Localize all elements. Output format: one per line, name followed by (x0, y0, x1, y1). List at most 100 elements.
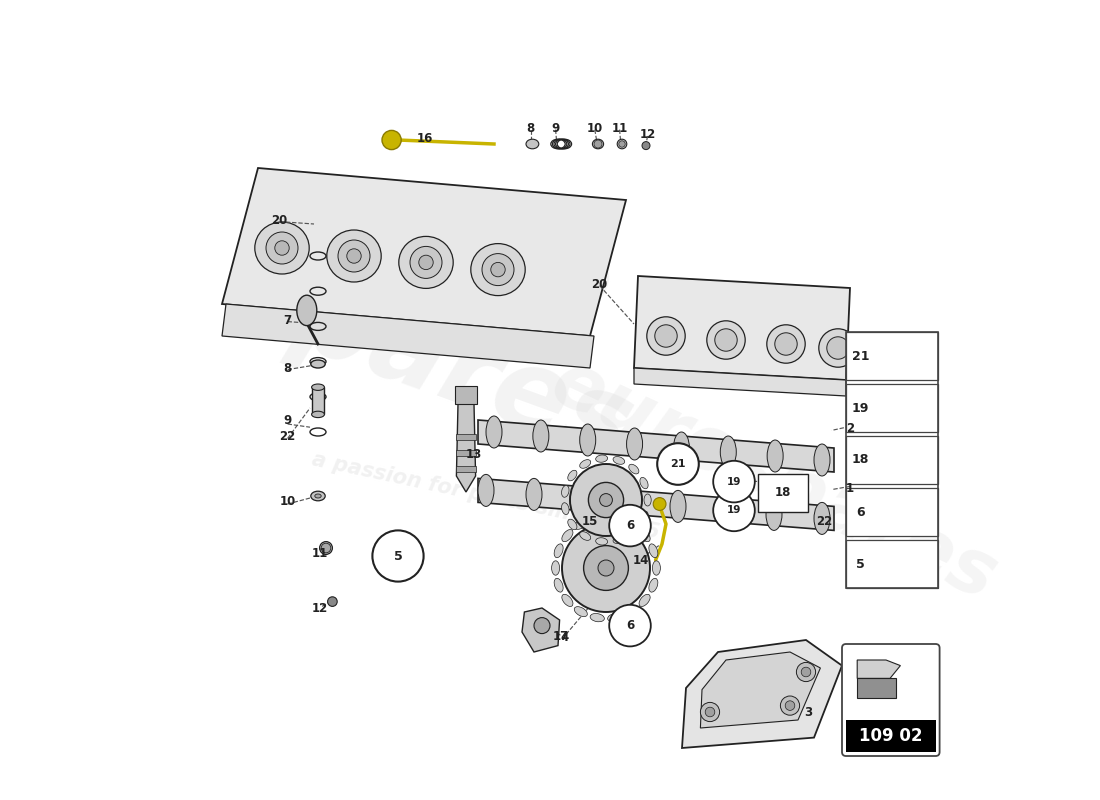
Circle shape (619, 141, 625, 147)
Ellipse shape (590, 614, 604, 622)
Polygon shape (456, 404, 475, 492)
Text: 109 02: 109 02 (859, 727, 923, 745)
Ellipse shape (311, 384, 324, 390)
Text: 13: 13 (466, 448, 482, 461)
Ellipse shape (580, 532, 591, 540)
Ellipse shape (275, 241, 289, 255)
Circle shape (705, 707, 715, 717)
Ellipse shape (471, 243, 525, 296)
Polygon shape (478, 420, 834, 472)
Circle shape (609, 605, 651, 646)
Ellipse shape (621, 486, 638, 518)
Circle shape (534, 618, 550, 634)
Ellipse shape (590, 514, 604, 522)
Ellipse shape (554, 578, 563, 592)
Ellipse shape (596, 538, 607, 545)
Bar (758, 474, 807, 512)
Circle shape (785, 701, 795, 710)
Circle shape (373, 530, 424, 582)
Ellipse shape (562, 502, 569, 514)
Ellipse shape (580, 424, 596, 456)
Ellipse shape (613, 536, 625, 543)
Circle shape (588, 482, 624, 518)
Ellipse shape (562, 594, 573, 606)
Circle shape (594, 140, 602, 148)
Circle shape (321, 543, 331, 553)
Bar (456, 450, 475, 456)
Circle shape (328, 597, 338, 606)
Ellipse shape (818, 329, 857, 367)
Text: 19: 19 (727, 477, 741, 486)
Text: 9: 9 (551, 122, 560, 134)
Ellipse shape (627, 428, 642, 460)
Ellipse shape (593, 139, 604, 149)
Polygon shape (222, 304, 594, 368)
Ellipse shape (718, 494, 734, 526)
Ellipse shape (320, 542, 332, 554)
Bar (846, 540, 938, 588)
Polygon shape (701, 652, 821, 728)
Text: 18: 18 (774, 486, 791, 499)
Ellipse shape (715, 329, 737, 351)
Ellipse shape (774, 333, 798, 355)
Circle shape (657, 443, 698, 485)
Text: 3: 3 (804, 706, 813, 719)
Ellipse shape (629, 526, 639, 536)
Polygon shape (682, 640, 842, 748)
Ellipse shape (255, 222, 309, 274)
Text: 15: 15 (582, 515, 598, 528)
Ellipse shape (767, 440, 783, 472)
Ellipse shape (640, 478, 648, 489)
Ellipse shape (491, 262, 505, 277)
Polygon shape (311, 387, 324, 414)
Ellipse shape (814, 444, 830, 476)
Bar (846, 488, 938, 536)
Bar (846, 332, 938, 380)
Ellipse shape (654, 325, 678, 347)
Text: 6: 6 (856, 506, 865, 518)
Text: 5: 5 (394, 550, 403, 562)
Circle shape (780, 696, 800, 715)
Polygon shape (857, 660, 901, 678)
Ellipse shape (649, 578, 658, 592)
Ellipse shape (640, 511, 648, 522)
Text: 20: 20 (272, 214, 288, 226)
Ellipse shape (639, 530, 650, 542)
Text: 19: 19 (727, 506, 741, 515)
Text: 7: 7 (284, 314, 292, 326)
Text: 8: 8 (527, 122, 535, 134)
Ellipse shape (613, 457, 625, 464)
Ellipse shape (580, 460, 591, 468)
Ellipse shape (562, 486, 569, 498)
Text: 11: 11 (612, 122, 628, 134)
Ellipse shape (607, 514, 621, 522)
Ellipse shape (617, 139, 627, 149)
Bar (846, 436, 938, 484)
Ellipse shape (625, 519, 638, 530)
Text: 2: 2 (846, 422, 854, 434)
Ellipse shape (574, 606, 587, 617)
Ellipse shape (827, 337, 849, 359)
Bar (857, 678, 895, 698)
Ellipse shape (814, 502, 830, 534)
Text: 12: 12 (639, 128, 656, 141)
Ellipse shape (647, 317, 685, 355)
Circle shape (653, 498, 666, 510)
Circle shape (713, 461, 755, 502)
Text: 1: 1 (846, 482, 854, 494)
Ellipse shape (410, 246, 442, 278)
Bar (454, 386, 477, 404)
Text: 6: 6 (626, 619, 634, 632)
Ellipse shape (568, 519, 576, 530)
Ellipse shape (338, 240, 370, 272)
Circle shape (713, 490, 755, 531)
Ellipse shape (562, 530, 573, 542)
Text: 10: 10 (279, 495, 296, 508)
Circle shape (598, 560, 614, 576)
Text: 16: 16 (417, 132, 433, 145)
Ellipse shape (311, 411, 324, 418)
Text: 19: 19 (851, 402, 869, 414)
Text: 6: 6 (626, 519, 634, 532)
Bar (846, 332, 938, 588)
Ellipse shape (596, 455, 607, 462)
